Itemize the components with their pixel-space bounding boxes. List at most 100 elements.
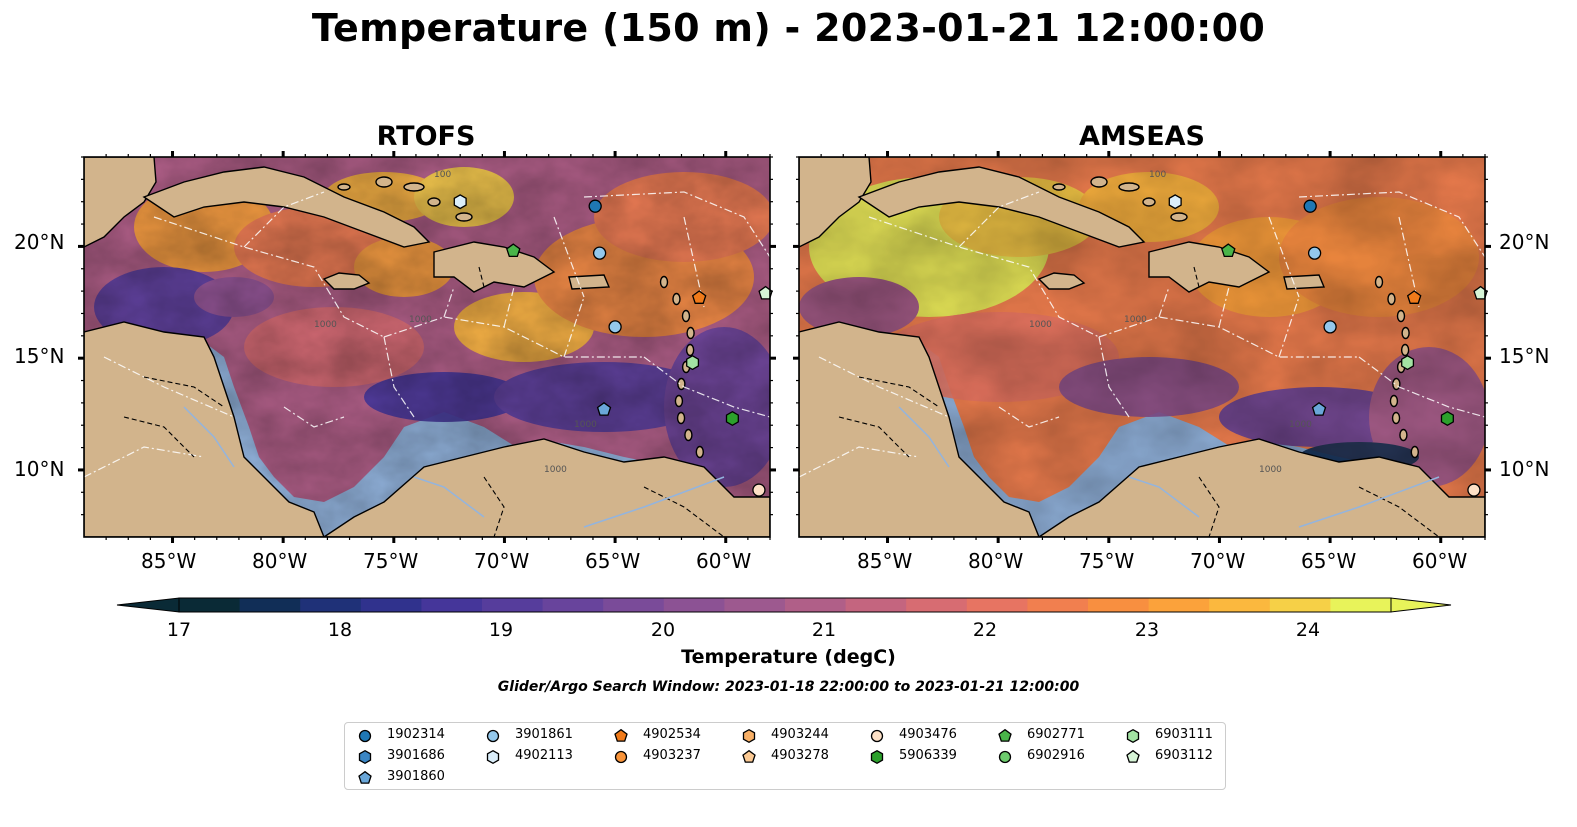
- land-jamaica: [1037, 272, 1086, 290]
- land-central-america: [84, 321, 325, 537]
- land-lesser-antilles: [1410, 445, 1420, 459]
- legend-label: 6902771: [1027, 727, 1085, 742]
- land-lesser-antilles: [1400, 343, 1410, 357]
- contour-label: 1000: [1029, 320, 1052, 330]
- land-lesser-antilles: [672, 292, 681, 306]
- land-puerto-rico: [1283, 274, 1326, 290]
- legend-marker-icon: [486, 749, 500, 765]
- land-lesser-antilles: [677, 377, 686, 391]
- observation-6903111: [686, 355, 700, 371]
- land-lesser-antilles: [684, 428, 693, 442]
- land-small-island: [427, 197, 441, 207]
- land-lesser-antilles: [695, 445, 705, 459]
- land-small-island: [1090, 176, 1108, 188]
- colorbar-segment: [845, 598, 907, 612]
- colorbar-segment: [1088, 598, 1150, 612]
- colorbar-tick-23: 23: [1134, 619, 1160, 641]
- legend-marker-4903244: [742, 728, 756, 744]
- legend-marker-icon: [870, 749, 884, 765]
- observation-4902113: [453, 194, 467, 210]
- land-south-america: [1037, 438, 1485, 537]
- land-small-island: [1170, 212, 1188, 222]
- axis-ticks: [78, 151, 776, 543]
- land-lesser-antilles: [674, 394, 684, 408]
- legend-label: 3901860: [387, 769, 445, 784]
- colorbar: [116, 597, 1452, 613]
- colorbar-segment: [1330, 598, 1392, 612]
- observation-6903112: [1473, 285, 1488, 300]
- observation-4902534: [691, 290, 707, 304]
- lon-label-70w-left: 70°W: [474, 549, 530, 573]
- colorbar-segment: [1269, 598, 1331, 612]
- eez-boundaries: [84, 191, 770, 478]
- legend-marker-icon: [1126, 728, 1140, 744]
- colorbar-tick-21: 21: [811, 619, 837, 641]
- land-small-island: [375, 176, 393, 188]
- colorbar-segment: [179, 598, 241, 612]
- colorbar-segment: [603, 598, 665, 612]
- lon-label-75w-right: 75°W: [1079, 549, 1135, 573]
- colorbar-frame: [178, 597, 1392, 613]
- lon-label-70w-right: 70°W: [1190, 549, 1246, 573]
- panel-title-rtofs: RTOFS: [376, 121, 476, 152]
- lon-label-80w-left: 80°W: [252, 549, 308, 573]
- country-borders: [838, 266, 1440, 537]
- observation-6903112: [758, 285, 773, 300]
- colorbar-tick-20: 20: [650, 619, 676, 641]
- lon-label-75w-left: 75°W: [363, 549, 419, 573]
- contour-label: 1000: [1289, 420, 1312, 430]
- contour-label: 100: [434, 170, 451, 180]
- legend-marker-icon: [870, 729, 884, 743]
- lat-label-20n-left: 20°N: [14, 230, 65, 254]
- legend: 1902314 3901686 3901860 3901861 4902113 49025…: [344, 722, 1226, 790]
- axis-ticks: [793, 151, 1491, 543]
- legend-label: 4903244: [771, 727, 829, 742]
- legend-label: 3901861: [515, 727, 573, 742]
- colorbar-segment: [542, 598, 604, 612]
- legend-label: 1902314: [387, 727, 445, 742]
- lon-label-60w-right: 60°W: [1412, 549, 1468, 573]
- observation-4902113: [1168, 194, 1182, 210]
- colorbar-segment: [724, 598, 786, 612]
- colorbar-label: Temperature (degC): [681, 646, 896, 668]
- land-small-island: [1142, 197, 1156, 207]
- lat-label-10n-left: 10°N: [14, 457, 65, 481]
- land-hispaniola: [433, 241, 556, 293]
- panel-title-amseas: AMSEAS: [1079, 121, 1205, 152]
- contour-label: 1000: [574, 420, 597, 430]
- search-window-text: Glider/Argo Search Window: 2023-01-18 22…: [497, 679, 1080, 695]
- legend-marker-icon: [614, 728, 628, 742]
- colorbar-tick-17: 17: [166, 619, 192, 641]
- land-south-america: [322, 438, 770, 537]
- lon-label-85w-left: 85°W: [141, 549, 197, 573]
- legend-marker-icon: [614, 750, 628, 764]
- lon-label-80w-right: 80°W: [968, 549, 1024, 573]
- land-yucatan: [799, 157, 872, 248]
- land-lesser-antilles: [1389, 394, 1399, 408]
- observation-3901861: [592, 246, 607, 260]
- legend-marker-4902113: [486, 749, 500, 765]
- legend-label: 4902113: [515, 748, 573, 763]
- lat-label-15n-right: 15°N: [1499, 344, 1550, 368]
- legend-marker-icon: [998, 728, 1012, 742]
- legend-marker-4903278: [742, 749, 756, 763]
- colorbar-extend-high: [1390, 597, 1452, 613]
- legend-marker-3901686: [358, 749, 372, 765]
- map-frame: [798, 156, 1486, 538]
- observation-6902771: [506, 243, 521, 258]
- rivers: [183, 406, 725, 528]
- land-small-island: [337, 183, 351, 191]
- legend-label: 5906339: [899, 748, 957, 763]
- land-lesser-antilles: [1374, 275, 1384, 289]
- observation-6903111: [1401, 355, 1415, 371]
- land-lesser-antilles: [681, 309, 691, 323]
- colorbar-segment: [966, 598, 1028, 612]
- legend-label: 4903237: [643, 748, 701, 763]
- colorbar-segment: [300, 598, 362, 612]
- observation-3901861: [1323, 320, 1337, 334]
- lat-label-10n-right: 10°N: [1499, 457, 1550, 481]
- observation-3901861: [1307, 246, 1322, 260]
- land-puerto-rico: [568, 274, 611, 290]
- land-cuba: [142, 166, 431, 248]
- contour-label: 1000: [1124, 315, 1147, 325]
